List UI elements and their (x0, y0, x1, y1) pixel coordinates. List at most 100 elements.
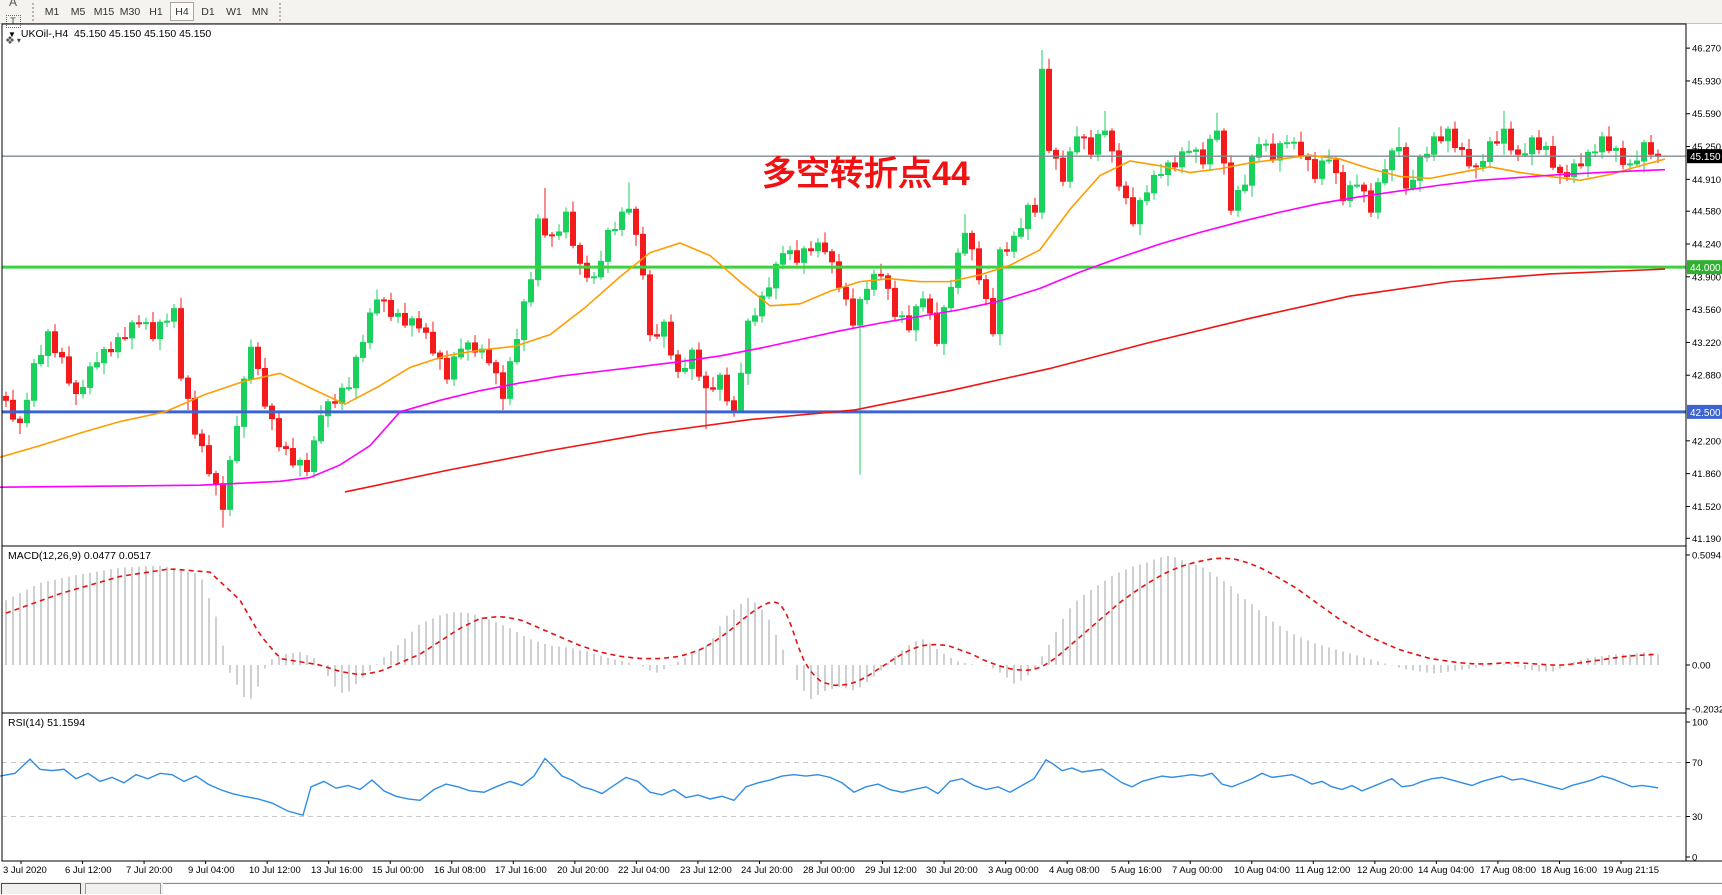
chart-tab-active[interactable] (1, 883, 81, 894)
candle (696, 349, 702, 377)
candle (654, 334, 660, 337)
candle (1536, 137, 1542, 150)
svg-text:42.880: 42.880 (1692, 371, 1721, 382)
candle (283, 446, 289, 450)
label-tool-button[interactable]: A (1, 0, 25, 12)
time-axis-label: 24 Jul 20:00 (741, 865, 793, 876)
candle (1340, 172, 1346, 202)
timeframe-button-H4[interactable]: H4 (170, 2, 194, 21)
candle (3, 395, 9, 401)
candle (1375, 182, 1381, 213)
candle (773, 263, 779, 289)
candle (731, 400, 737, 411)
candle (745, 320, 751, 374)
time-axis-label: 12 Aug 20:00 (1357, 865, 1413, 876)
timeframe-button-W1[interactable]: W1 (226, 5, 242, 18)
timeframe-button-MN[interactable]: MN (251, 5, 269, 18)
candle (619, 211, 625, 231)
candle (507, 361, 513, 399)
candle (864, 288, 870, 300)
candle (682, 367, 688, 372)
candle (1347, 185, 1353, 202)
candle (1557, 166, 1563, 174)
toolbar-grip[interactable] (29, 2, 36, 21)
candle (1438, 136, 1444, 142)
candle (346, 387, 352, 390)
candle (185, 377, 191, 399)
chart-canvas[interactable]: 46.270 45.930 45.590 45.250 44.910 44.580 44.2… (0, 0, 1722, 871)
candle (668, 321, 674, 356)
timeframe-toolbar: M1 M5 M15 M30 H1 H4 D1 W1 MN (39, 2, 273, 21)
svg-text:0.00: 0.00 (1692, 661, 1711, 672)
candle (381, 299, 387, 302)
candle (983, 279, 989, 300)
horizontal-lines (2, 155, 1686, 414)
time-axis[interactable]: 3 Jul 2020 6 Jul 12:00 7 Jul 20:00 9 Jul 04… (0, 863, 1722, 879)
candle (451, 356, 457, 380)
candle (1004, 249, 1010, 252)
candle (108, 348, 114, 353)
candle (1571, 163, 1577, 177)
candle (570, 211, 576, 246)
chart-tabs-bar (0, 882, 1722, 895)
candle (1158, 174, 1164, 177)
candle (472, 342, 478, 353)
candle (752, 315, 758, 322)
symbol-dropdown-icon[interactable]: ▼ (8, 29, 16, 39)
symbol-title[interactable]: ▼ UKOil-,H4 45.150 45.150 45.150 45.150 (8, 28, 211, 40)
candle (1529, 137, 1535, 155)
timeframe-button-M15[interactable]: M15 (93, 5, 115, 18)
candle (339, 387, 345, 404)
candle (885, 275, 891, 289)
candle (633, 208, 639, 235)
candle (724, 374, 730, 402)
timeframe-button-M30[interactable]: M30 (119, 5, 141, 18)
time-axis-label: 5 Aug 16:00 (1111, 865, 1162, 876)
candle (920, 298, 926, 308)
timeframe-button-M1[interactable]: M1 (44, 5, 60, 18)
candle (1263, 143, 1269, 146)
candle (1102, 130, 1108, 135)
candle (374, 299, 380, 314)
svg-text:44.240: 44.240 (1692, 239, 1721, 250)
fast-ma-line (0, 154, 1666, 458)
candle (1025, 204, 1031, 230)
candle (423, 327, 429, 333)
timeframe-button-D1[interactable]: D1 (201, 5, 215, 18)
candle (192, 397, 198, 435)
arrow-tool-button[interactable]: ❖ ▾ (5, 34, 21, 47)
time-axis-label: 20 Jul 20:00 (557, 865, 609, 876)
candle (1326, 159, 1332, 162)
text-tool-button[interactable]: T (1, 12, 25, 31)
candle (1585, 151, 1591, 167)
chart-text-annotation[interactable]: 多空转折点44 (762, 155, 970, 193)
svg-text:41.520: 41.520 (1692, 502, 1721, 513)
candle (1473, 165, 1479, 168)
candle (962, 232, 968, 254)
candle (1368, 190, 1374, 213)
candle (199, 433, 205, 447)
chart-tab[interactable] (85, 883, 161, 894)
candle (626, 208, 632, 213)
time-axis-label: 3 Jul 2020 (3, 865, 47, 876)
letter-a-icon: A (8, 0, 17, 9)
candle (318, 415, 324, 442)
timeframe-button-H1[interactable]: H1 (149, 5, 163, 18)
candle (1508, 128, 1514, 151)
candle (1501, 128, 1507, 144)
toolbar-grip-end[interactable] (276, 2, 283, 21)
candle (486, 348, 492, 364)
candle (969, 232, 975, 250)
candle (1242, 184, 1248, 191)
timeframe-button-M5[interactable]: M5 (70, 5, 86, 18)
dropdown-caret-icon[interactable]: ▾ (16, 35, 21, 45)
candle (255, 346, 261, 369)
candle (1123, 185, 1129, 199)
time-axis-label: 17 Aug 08:00 (1480, 865, 1536, 876)
candle (850, 298, 856, 326)
candle (94, 362, 100, 368)
candle (1599, 136, 1605, 153)
price-badge (1687, 260, 1722, 275)
svg-text:45.150: 45.150 (1690, 152, 1721, 163)
